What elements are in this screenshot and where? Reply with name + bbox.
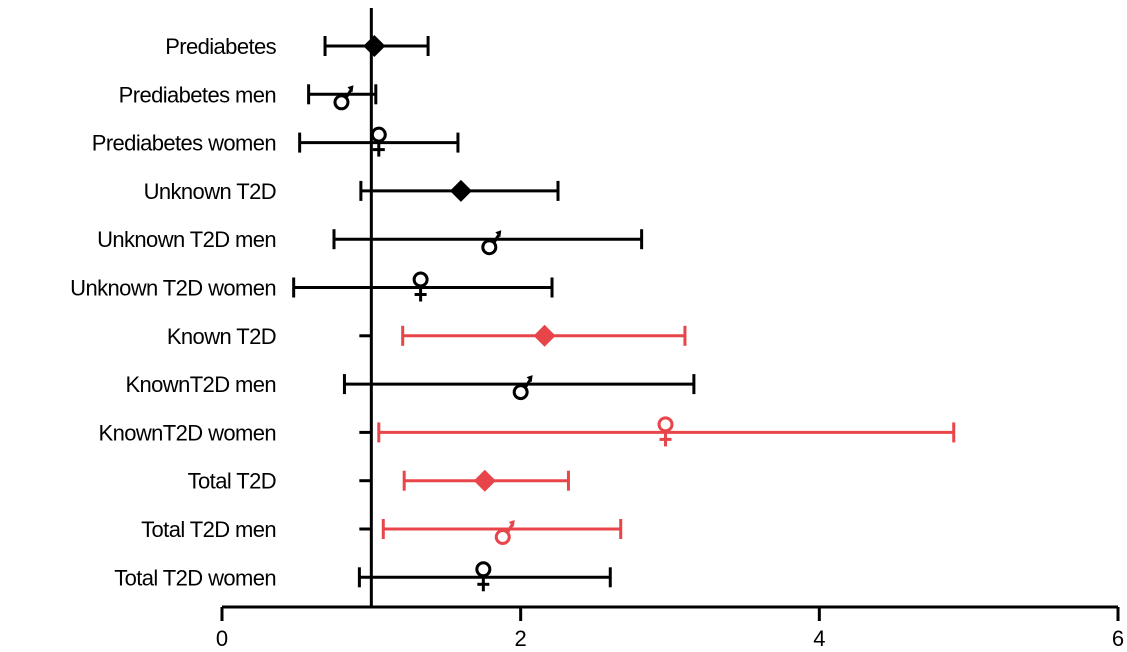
forest-row: Total T2D: [188, 469, 570, 494]
forest-row: Prediabetes women: [92, 126, 460, 157]
row-label: Total T2D: [188, 469, 276, 494]
forest-row: Known T2D: [167, 324, 687, 349]
forest-row: Unknown T2D men: [97, 227, 644, 256]
male-marker: [481, 230, 502, 256]
male-marker: [494, 520, 515, 545]
x-tick-label: 4: [813, 626, 825, 651]
female-marker: [475, 561, 492, 592]
male-marker: [333, 85, 354, 111]
point-estimate-diamond: [363, 35, 386, 57]
row-label: KnownT2D women: [99, 420, 276, 445]
forest-row: Prediabetes men: [119, 82, 378, 111]
row-label: Prediabetes women: [92, 131, 276, 156]
row-label: Unknown T2D: [144, 179, 276, 204]
row-label: Total T2D men: [141, 517, 276, 542]
row-label: Unknown T2D men: [97, 227, 276, 252]
x-tick-label: 0: [216, 626, 228, 651]
rows-layer: Prediabetes Prediabetes men Prediabetes wo…: [70, 8, 956, 607]
x-tick-label: 6: [1112, 626, 1124, 651]
forest-row: KnownT2D women: [99, 416, 956, 447]
forest-row: Total T2D women: [114, 561, 612, 592]
forest-row: Total T2D men: [141, 517, 623, 545]
male-marker: [512, 375, 533, 401]
x-tick-label: 2: [515, 626, 527, 651]
row-label: Prediabetes men: [119, 82, 276, 107]
forest-row: Unknown T2D: [144, 179, 560, 204]
row-label: Known T2D: [167, 324, 276, 349]
forest-row: Prediabetes: [165, 34, 430, 59]
point-estimate-diamond: [533, 324, 556, 347]
row-label: Total T2D women: [114, 565, 276, 590]
row-label: Prediabetes: [165, 34, 276, 59]
female-marker: [657, 416, 674, 447]
forest-row: Unknown T2D women: [70, 271, 554, 302]
point-estimate-diamond: [473, 469, 496, 492]
x-axis: 0 2 4 6: [216, 605, 1124, 651]
point-estimate-diamond: [449, 179, 472, 202]
row-label: Unknown T2D women: [70, 276, 276, 301]
forest-row: KnownT2D men: [125, 372, 696, 401]
row-label: KnownT2D men: [125, 372, 276, 397]
female-marker: [412, 271, 429, 302]
